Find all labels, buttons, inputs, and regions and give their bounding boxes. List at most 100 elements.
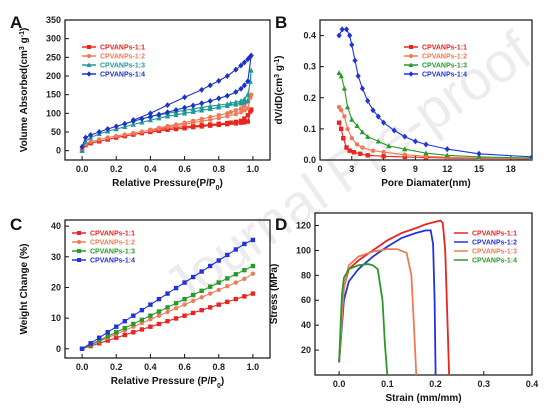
- data-point: [375, 138, 381, 144]
- legend-label: CPVANPs-1:3: [100, 63, 145, 70]
- data-point: [88, 131, 94, 138]
- data-point: [343, 26, 350, 33]
- data-point: [216, 95, 222, 102]
- x-axis-label-text: Strain (mm/mm): [385, 393, 461, 404]
- legend-label: CPVANPs-1:3: [422, 63, 467, 70]
- data-point: [156, 111, 162, 118]
- data-point: [139, 327, 145, 332]
- data-point: [181, 94, 188, 101]
- data-point: [199, 295, 204, 300]
- data-point: [402, 146, 408, 152]
- data-point: [86, 71, 92, 77]
- data-point: [224, 92, 230, 99]
- data-point: [96, 129, 102, 135]
- data-point: [156, 309, 162, 314]
- x-tick-label: 6: [381, 164, 386, 174]
- data-point: [349, 136, 354, 141]
- data-point: [105, 135, 110, 140]
- data-point: [228, 100, 234, 106]
- x-tick-label: 9: [413, 164, 418, 174]
- data-point: [355, 73, 361, 79]
- data-point: [242, 276, 247, 282]
- data-point: [444, 146, 450, 153]
- y-tick-label: 300: [46, 34, 61, 44]
- data-point: [131, 330, 136, 335]
- data-point: [242, 241, 247, 247]
- data-point: [358, 151, 363, 156]
- data-point: [228, 110, 233, 115]
- series-line: [338, 248, 418, 375]
- data-point: [114, 324, 119, 329]
- y-tick-label: 20: [301, 345, 311, 355]
- y-tick-label: 0: [56, 146, 61, 156]
- data-point: [336, 104, 342, 110]
- data-point: [181, 110, 188, 116]
- data-point: [381, 119, 387, 126]
- series-group: [338, 219, 450, 375]
- data-point: [233, 111, 239, 117]
- data-point: [351, 150, 357, 155]
- data-point: [341, 136, 346, 141]
- data-point: [181, 104, 188, 111]
- y-tick-label: 120: [296, 220, 311, 230]
- data-point: [250, 263, 256, 269]
- panels-group: 0.0 0.2 0.4 0.6 0.8 1.0050100150200250300350R…: [10, 13, 538, 404]
- y-tick-label: 0: [56, 344, 61, 354]
- x-axis-label: Strain (mm/mm): [385, 393, 461, 404]
- y-tick-label: 80: [301, 270, 311, 280]
- panel-label: D: [275, 215, 287, 234]
- data-point: [173, 122, 179, 127]
- data-point: [96, 137, 102, 142]
- data-point: [245, 106, 250, 111]
- data-point: [182, 124, 187, 129]
- series-line: [81, 70, 252, 151]
- series-group: [336, 26, 532, 160]
- data-point: [349, 41, 355, 48]
- legend-label: CPVANPs-1:3: [90, 249, 135, 256]
- y-tick-label: 10: [51, 313, 61, 323]
- data-point: [131, 321, 136, 327]
- series-group: [79, 237, 256, 351]
- y-axis-label: Stress (MPa): [269, 264, 280, 325]
- data-point: [147, 110, 154, 117]
- data-point: [233, 108, 239, 113]
- data-point: [130, 117, 136, 124]
- y-tick-label: 60: [301, 295, 311, 305]
- legend: CPVANPs-1:1 CPVANPs-1:2 CPVANPs-1:3 CPVANPs…: [82, 45, 145, 79]
- data-point: [444, 152, 450, 158]
- data-point: [242, 116, 247, 121]
- y-tick-label: 0.4: [303, 31, 316, 41]
- data-point: [139, 129, 145, 134]
- x-tick-label: 0.1: [381, 379, 394, 389]
- data-point: [238, 110, 244, 115]
- data-point: [182, 296, 187, 302]
- data-point: [241, 96, 247, 102]
- data-point: [409, 54, 413, 58]
- x-axis-label-sub: 0: [216, 185, 220, 192]
- y-tick-label: 200: [46, 71, 61, 81]
- data-point: [245, 91, 251, 97]
- panel-label: B: [275, 13, 287, 32]
- data-point: [216, 121, 221, 126]
- data-point: [360, 145, 365, 150]
- data-point: [216, 287, 221, 293]
- data-point: [139, 115, 145, 122]
- data-point: [165, 309, 170, 315]
- data-point: [225, 299, 230, 305]
- data-point: [105, 330, 110, 335]
- data-point: [122, 325, 127, 331]
- legend-label: CPVANPs-1:1: [422, 45, 467, 52]
- series-line: [338, 229, 437, 375]
- legend-label: CPVANPs-1:4: [100, 72, 145, 79]
- x-axis-label-text: Relative Pressure(P/P: [112, 178, 216, 189]
- x-axis-label: Relative Pressure(P/P0): [112, 178, 223, 192]
- data-point: [122, 319, 127, 324]
- data-point: [354, 122, 360, 128]
- data-point: [233, 66, 239, 73]
- data-point: [173, 301, 179, 306]
- series-line: [81, 109, 252, 151]
- data-point: [245, 56, 251, 63]
- legend-label: CPVANPs-1:2: [100, 54, 145, 61]
- data-point: [345, 126, 350, 132]
- data-point: [250, 271, 256, 276]
